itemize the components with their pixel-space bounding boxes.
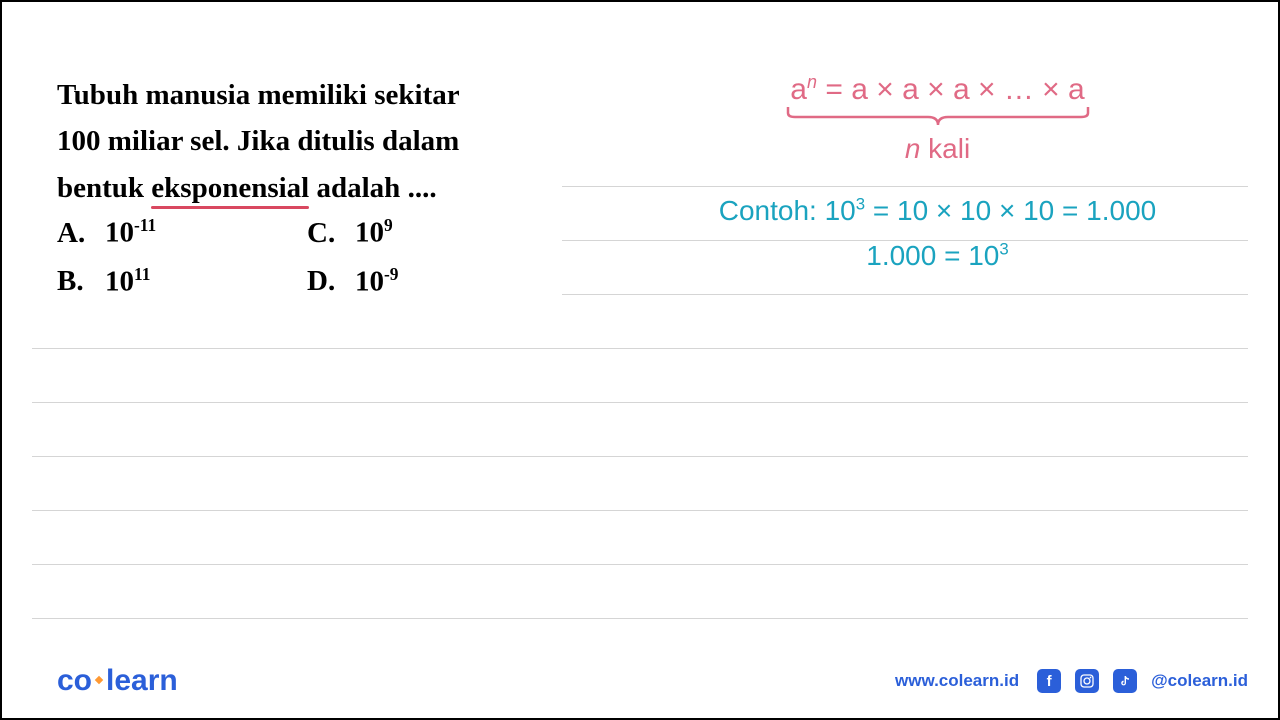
footer-handle: @colearn.id	[1151, 671, 1248, 691]
exponent-formula: an = a × a × a × … × a	[627, 72, 1248, 107]
facebook-icon: f	[1037, 669, 1061, 693]
logo-co: co	[57, 664, 92, 697]
footer-right: www.colearn.id f @colearn.id	[895, 669, 1248, 693]
formula-rhs: a × a × a × … × a	[851, 73, 1085, 106]
underbrace-label: n kali	[627, 133, 1248, 165]
brand-logo: colearn	[57, 664, 178, 698]
ruled-lines	[32, 186, 1248, 672]
underbrace: n kali	[627, 105, 1248, 165]
logo-learn: learn	[106, 664, 178, 697]
question-underlined-word: eksponensial	[151, 165, 309, 211]
tiktok-icon	[1113, 669, 1137, 693]
footer: colearn www.colearn.id f @colearn.id	[57, 664, 1248, 698]
instagram-icon	[1075, 669, 1099, 693]
footer-url: www.colearn.id	[895, 671, 1019, 691]
question-line-2: 100 miliar sel. Jika ditulis dalam	[57, 125, 459, 157]
question-line-1: Tubuh manusia memiliki sekitar	[57, 79, 460, 111]
logo-dot-icon	[95, 676, 103, 684]
underbrace-icon	[783, 105, 1093, 127]
